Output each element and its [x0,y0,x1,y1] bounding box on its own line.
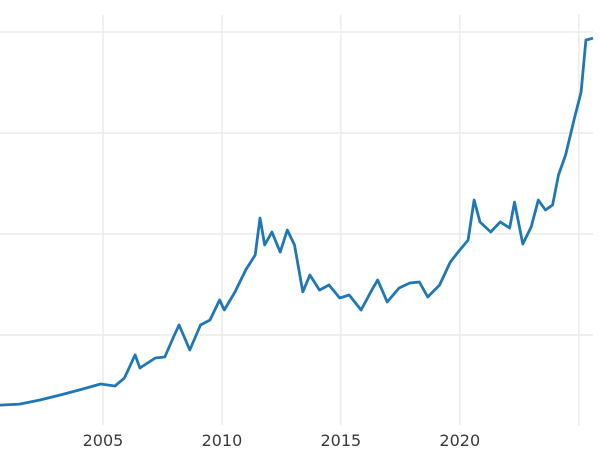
x-tick-label: 2005 [83,431,124,450]
gridlines [0,15,593,425]
x-tick-label: 2015 [321,431,362,450]
series-layer [0,36,594,407]
x-axis-ticks: 2005 2010 2015 2020 [83,431,481,450]
x-tick-label: 2020 [439,431,480,450]
x-tick-label: 2010 [202,431,243,450]
series-line [0,36,594,407]
